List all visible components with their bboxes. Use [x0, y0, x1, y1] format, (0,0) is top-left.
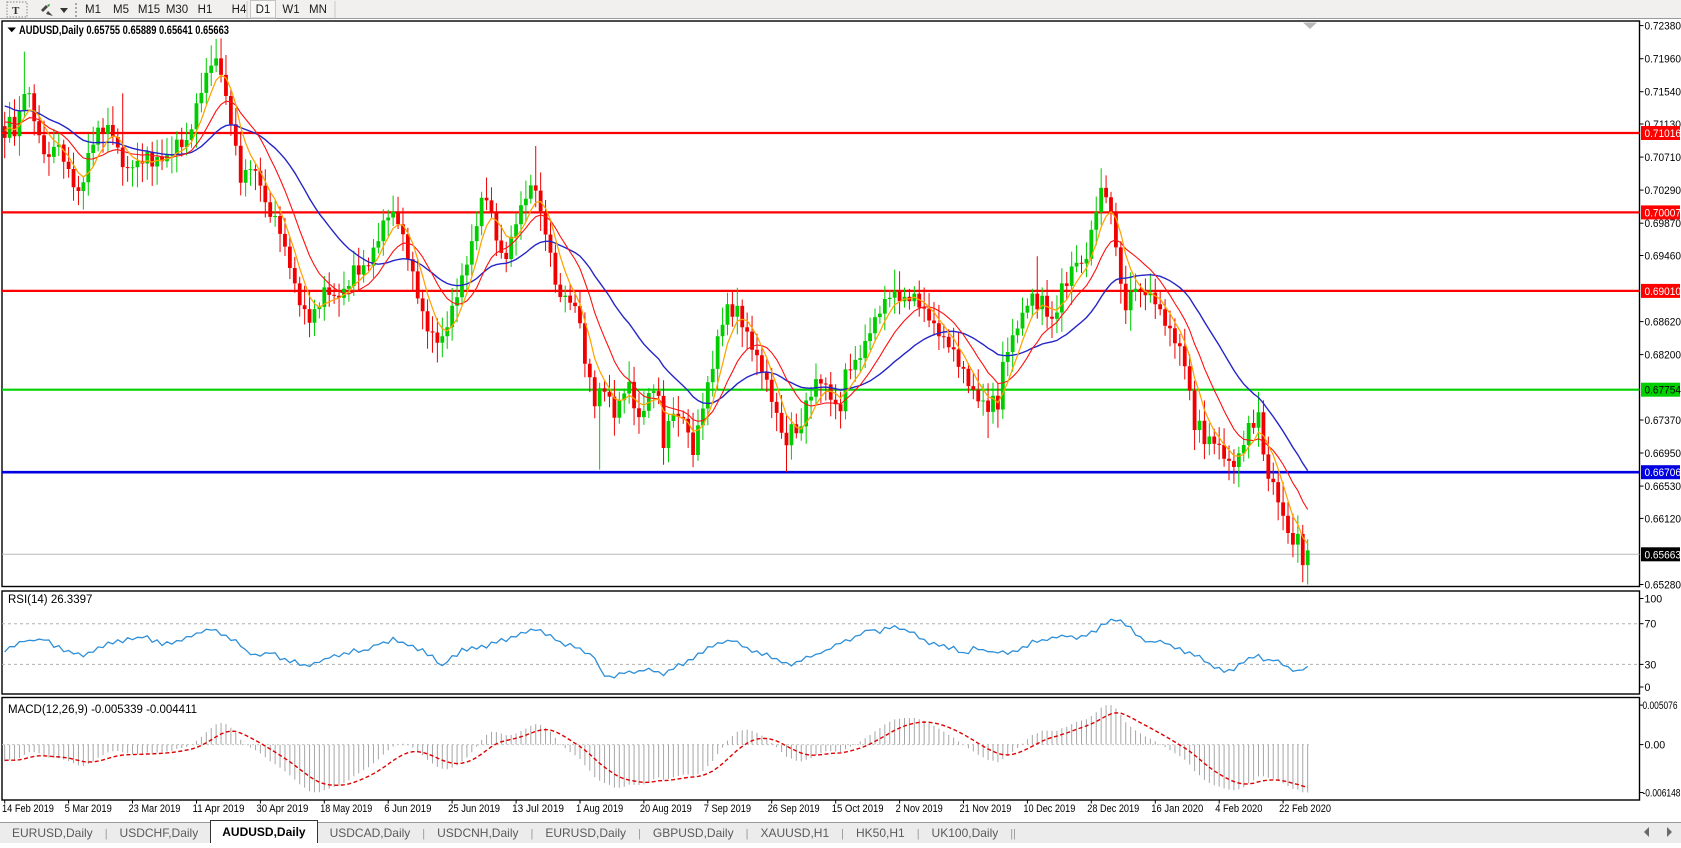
svg-text:6 Jun 2019: 6 Jun 2019: [384, 803, 431, 815]
svg-text:M1: M1: [85, 4, 101, 16]
svg-text:M5: M5: [113, 4, 129, 16]
svg-text:2 Nov 2019: 2 Nov 2019: [896, 803, 943, 815]
svg-text:M30: M30: [166, 4, 188, 16]
svg-text:0.70007: 0.70007: [1645, 207, 1681, 219]
svg-text:25 Jun 2019: 25 Jun 2019: [448, 803, 500, 815]
svg-text:0.68200: 0.68200: [1645, 350, 1681, 362]
svg-text:H4: H4: [232, 4, 247, 16]
svg-text:70: 70: [1645, 619, 1657, 631]
svg-text:26 Sep 2019: 26 Sep 2019: [768, 803, 820, 815]
svg-text:0.71540: 0.71540: [1645, 87, 1681, 99]
svg-text:20 Aug 2019: 20 Aug 2019: [640, 803, 692, 815]
svg-text:M15: M15: [138, 4, 160, 16]
svg-text:0.71016: 0.71016: [1645, 128, 1681, 140]
svg-text:MN: MN: [309, 4, 327, 16]
svg-text:28 Dec 2019: 28 Dec 2019: [1087, 803, 1139, 815]
svg-text:0.66706: 0.66706: [1645, 467, 1681, 479]
svg-text:AUDUSD,Daily 0.65755 0.65889: AUDUSD,Daily 0.65755 0.65889 0.65641 0.6…: [19, 23, 229, 37]
svg-text:4 Feb 2020: 4 Feb 2020: [1215, 803, 1262, 815]
svg-text:1 Aug 2019: 1 Aug 2019: [576, 803, 623, 815]
svg-text:0.68620: 0.68620: [1645, 317, 1681, 329]
svg-text:0.67754: 0.67754: [1645, 385, 1681, 397]
svg-text:5 Mar 2019: 5 Mar 2019: [65, 803, 112, 815]
svg-text:0.69460: 0.69460: [1645, 251, 1681, 263]
svg-text:MACD(12,26,9) -0.005339 -0.004: MACD(12,26,9) -0.005339 -0.004411: [8, 704, 197, 716]
svg-text:18 May 2019: 18 May 2019: [320, 803, 372, 815]
svg-text:W1: W1: [282, 4, 299, 16]
svg-text:30 Apr 2019: 30 Apr 2019: [256, 803, 308, 815]
svg-text:0.005076: 0.005076: [1643, 700, 1678, 712]
svg-text:-0.006148: -0.006148: [1643, 788, 1681, 800]
svg-text:0.65663: 0.65663: [1645, 549, 1681, 561]
svg-text:14 Feb 2019: 14 Feb 2019: [2, 803, 54, 815]
svg-text:0.67370: 0.67370: [1645, 415, 1681, 427]
svg-text:0: 0: [1645, 682, 1651, 694]
svg-text:0.70710: 0.70710: [1645, 152, 1681, 164]
svg-text:21 Nov 2019: 21 Nov 2019: [960, 803, 1012, 815]
svg-text:0.65280: 0.65280: [1645, 580, 1681, 592]
svg-text:0.66530: 0.66530: [1645, 481, 1681, 493]
svg-text:13 Jul 2019: 13 Jul 2019: [512, 803, 564, 815]
svg-text:D1: D1: [256, 4, 271, 16]
svg-text:0.70290: 0.70290: [1645, 185, 1681, 197]
svg-text:11 Apr 2019: 11 Apr 2019: [193, 803, 245, 815]
svg-text:T: T: [12, 5, 20, 17]
svg-text:0.69870: 0.69870: [1645, 218, 1681, 230]
svg-text:10 Dec 2019: 10 Dec 2019: [1023, 803, 1075, 815]
svg-text:30: 30: [1645, 659, 1657, 671]
svg-text:0.71960: 0.71960: [1645, 54, 1681, 66]
svg-text:7 Sep 2019: 7 Sep 2019: [704, 803, 751, 815]
svg-text:0.00: 0.00: [1645, 740, 1666, 752]
svg-text:22 Feb 2020: 22 Feb 2020: [1279, 803, 1331, 815]
svg-text:0.66120: 0.66120: [1645, 513, 1681, 525]
svg-text:23 Mar 2019: 23 Mar 2019: [129, 803, 181, 815]
svg-text:H1: H1: [198, 4, 213, 16]
svg-text:16 Jan 2020: 16 Jan 2020: [1151, 803, 1203, 815]
svg-text:0.69010: 0.69010: [1645, 286, 1681, 298]
svg-text:0.66950: 0.66950: [1645, 448, 1681, 460]
svg-text:RSI(14) 26.3397: RSI(14) 26.3397: [8, 594, 92, 606]
svg-text:15 Oct 2019: 15 Oct 2019: [832, 803, 884, 815]
svg-text:100: 100: [1645, 594, 1663, 606]
svg-text:0.72380: 0.72380: [1645, 21, 1681, 33]
